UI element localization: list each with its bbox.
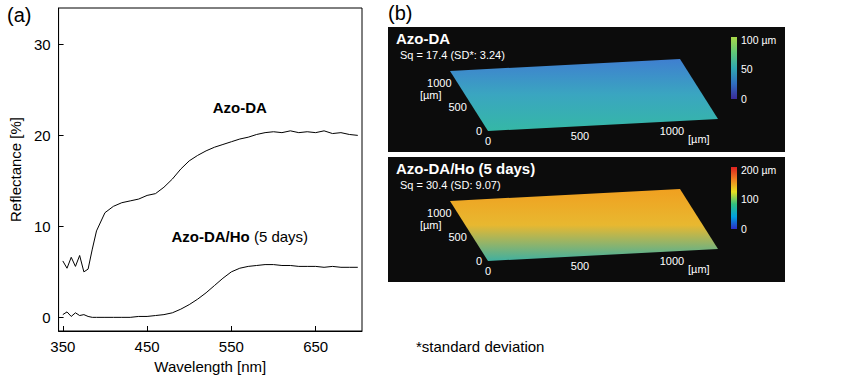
svg-text:(a): (a)	[7, 4, 31, 26]
svg-text:Azo-DA/Ho: Azo-DA/Ho	[171, 228, 249, 245]
svg-text:1000: 1000	[660, 125, 684, 137]
svg-text:550: 550	[219, 338, 244, 355]
svg-text:Azo-DA: Azo-DA	[213, 99, 267, 116]
svg-text:Azo-DA/Ho (5 days): Azo-DA/Ho (5 days)	[396, 160, 535, 177]
svg-text:650: 650	[303, 338, 328, 355]
svg-text:100: 100	[741, 193, 759, 205]
svg-text:[µm]: [µm]	[420, 219, 442, 231]
svg-text:[µm]: [µm]	[688, 133, 710, 145]
svg-text:10: 10	[34, 218, 51, 235]
svg-text:30: 30	[34, 36, 51, 53]
svg-text:Wavelength [nm]: Wavelength [nm]	[154, 358, 266, 375]
svg-text:0: 0	[741, 223, 747, 235]
svg-text:500: 500	[571, 260, 589, 272]
svg-text:500: 500	[448, 231, 466, 243]
svg-text:0: 0	[42, 309, 50, 326]
svg-text:0: 0	[741, 93, 747, 105]
svg-text:200 µm: 200 µm	[741, 164, 776, 176]
svg-text:50: 50	[741, 63, 753, 75]
svg-text:*standard deviation: *standard deviation	[416, 338, 544, 355]
svg-text:100 µm: 100 µm	[741, 34, 776, 46]
svg-text:1000: 1000	[427, 77, 451, 89]
svg-text:Reflectance [%]: Reflectance [%]	[7, 117, 24, 222]
svg-text:20: 20	[34, 127, 51, 144]
svg-text:1000: 1000	[660, 255, 684, 267]
svg-text:(5 days): (5 days)	[250, 228, 308, 245]
svg-text:Sq = 30.4 (SD: 9.07): Sq = 30.4 (SD: 9.07)	[400, 179, 501, 191]
svg-text:Azo-DA: Azo-DA	[396, 30, 450, 47]
svg-text:[µm]: [µm]	[688, 263, 710, 275]
svg-text:0: 0	[476, 125, 482, 137]
svg-text:Sq = 17.4 (SD*: 3.24): Sq = 17.4 (SD*: 3.24)	[400, 49, 505, 61]
svg-text:450: 450	[135, 338, 160, 355]
svg-text:[µm]: [µm]	[420, 89, 442, 101]
svg-text:(b): (b)	[388, 2, 412, 24]
svg-text:0: 0	[476, 255, 482, 267]
svg-text:500: 500	[448, 101, 466, 113]
svg-text:350: 350	[50, 338, 75, 355]
svg-text:0: 0	[485, 135, 491, 147]
svg-text:500: 500	[571, 130, 589, 142]
svg-text:1000: 1000	[427, 207, 451, 219]
svg-text:0: 0	[485, 265, 491, 277]
